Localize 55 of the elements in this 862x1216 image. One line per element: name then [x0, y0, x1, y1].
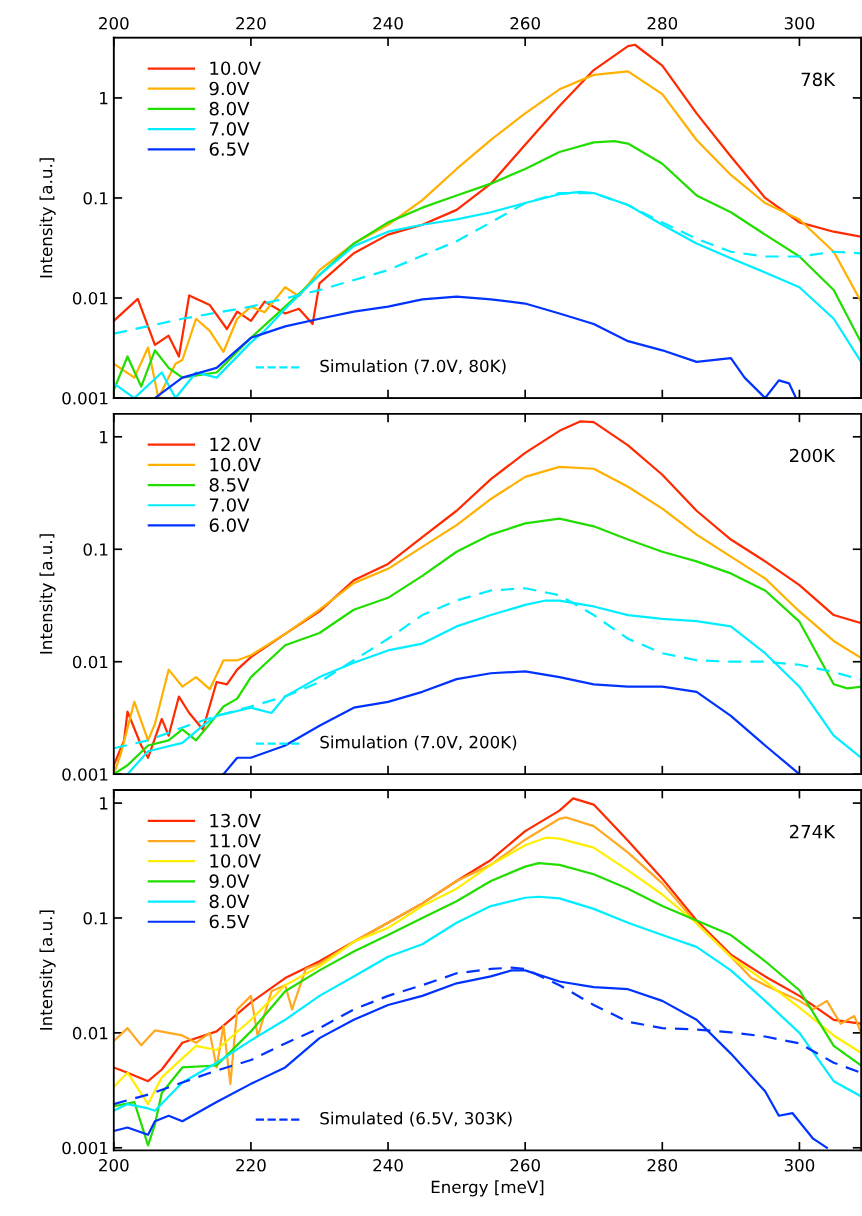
- y-tick-label: 0.1: [83, 543, 108, 556]
- legend-label: 8.5V: [209, 477, 250, 492]
- legend-label: 6.5V: [209, 142, 250, 156]
- y-tick-label: 0.1: [83, 911, 108, 925]
- x2-tick-label: 300: [784, 17, 815, 30]
- annotation: 274K: [790, 824, 836, 839]
- legend-label: 9.0V: [209, 81, 250, 96]
- y-tick-label: 0.01: [72, 655, 108, 669]
- annotation: 78K: [801, 72, 836, 87]
- y-tick-label: 0.01: [72, 291, 108, 305]
- line-series: [153, 295, 798, 399]
- annotation: 200K: [790, 448, 836, 463]
- x-tick-label: 280: [647, 1158, 678, 1172]
- x-tick-label: 300: [784, 1158, 815, 1172]
- y-tick-label: 1: [100, 92, 108, 105]
- y-tick-label: 0.001: [62, 392, 108, 405]
- x-axis-title: Energy [meV]: [431, 1180, 544, 1197]
- x2-tick-label: 200: [99, 17, 129, 30]
- legend-label: 9.0V: [209, 874, 250, 888]
- x2-tick-label: 280: [647, 17, 678, 30]
- legend-label: Simulation (7.0V, 200K): [320, 735, 517, 751]
- legend-label: 12.0V: [210, 437, 261, 452]
- legend-label: 10.0V: [210, 854, 261, 868]
- x-tick-label: 220: [236, 1158, 266, 1172]
- legend-label: 8.0V: [209, 894, 250, 909]
- y-tick-label: 0.001: [62, 768, 108, 781]
- x-tick-label: 260: [510, 1158, 540, 1172]
- legend-label: 6.0V: [209, 518, 250, 532]
- y-tick-label: 1: [100, 430, 108, 444]
- legend-label: 10.0V: [210, 61, 261, 76]
- x2-tick-label: 220: [236, 17, 266, 30]
- line-series: [113, 895, 862, 1112]
- y-axis-title: Intensity [a.u.]: [39, 910, 56, 1030]
- line-series: [222, 670, 801, 775]
- x2-tick-label: 240: [373, 17, 403, 30]
- legend-label: 10.0V: [210, 457, 261, 472]
- y-axis-title: Intensity [a.u.]: [39, 534, 56, 654]
- x-tick-label: 200: [99, 1158, 129, 1172]
- legend-label: 7.0V: [209, 498, 250, 512]
- legend-label: Simulated (6.5V, 303K): [320, 1111, 512, 1127]
- legend-label: 13.0V: [210, 813, 261, 828]
- x2-tick-label: 260: [510, 17, 540, 30]
- y-tick-label: 0.01: [72, 1026, 108, 1040]
- y-tick-label: 0.001: [62, 1141, 108, 1155]
- y-tick-label: 1: [100, 797, 108, 810]
- legend-label: 11.0V: [210, 833, 261, 848]
- legend-label: Simulation (7.0V, 80K): [320, 359, 506, 375]
- y-tick-label: 0.1: [83, 191, 108, 205]
- line-series: [113, 140, 862, 392]
- line-series: [113, 43, 862, 358]
- legend-label: 8.0V: [209, 101, 250, 116]
- x-tick-label: 240: [373, 1158, 403, 1172]
- legend-label: 7.0V: [209, 122, 250, 136]
- y-axis-title: Intensity [a.u.]: [39, 158, 56, 278]
- legend-label: 6.5V: [209, 914, 250, 929]
